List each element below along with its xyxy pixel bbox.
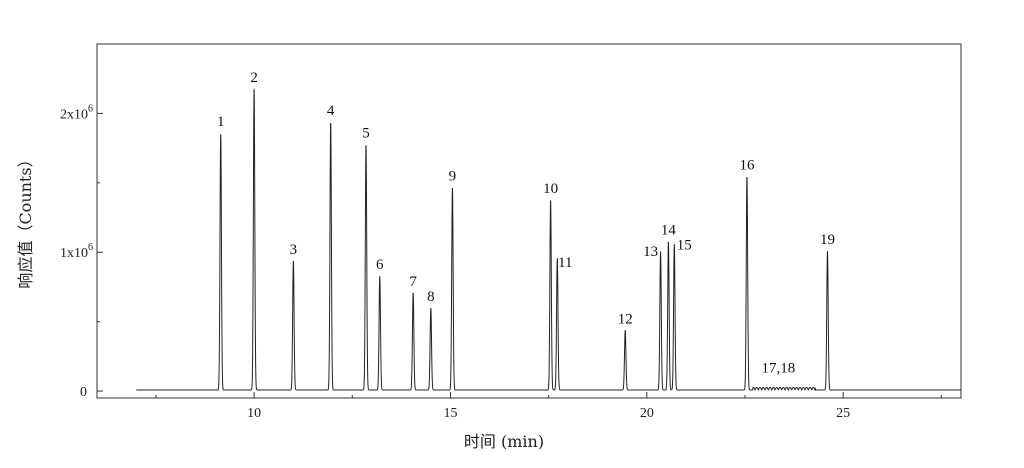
- peak-label-12: 12: [618, 311, 633, 327]
- peak-label-11: 11: [558, 255, 572, 271]
- y-tick-exponent: 6: [88, 242, 93, 253]
- peak-label-8: 8: [427, 289, 435, 305]
- y-axis-title: 响应值（Counts）: [16, 151, 35, 288]
- y-tick-base: 1x10: [60, 246, 88, 261]
- y-tick-base: 2x10: [60, 107, 88, 122]
- peak-label-6: 6: [376, 257, 384, 273]
- peak-label-2: 2: [250, 70, 258, 86]
- peak-label-5: 5: [362, 125, 370, 141]
- peak-label-14: 14: [661, 223, 677, 239]
- x-tick-label: 10: [247, 406, 261, 421]
- chromatogram-trace: [136, 88, 961, 392]
- x-axis-title: 时间 (min): [464, 432, 544, 451]
- y-tick-base: 0: [80, 385, 87, 400]
- peak-label-10: 10: [543, 181, 558, 197]
- peak-label-4: 4: [327, 103, 335, 119]
- x-tick-label: 15: [443, 406, 457, 421]
- peak-label-7: 7: [409, 274, 417, 290]
- y-tick-exponent: 6: [88, 103, 93, 114]
- y-tick-label: 0: [80, 385, 87, 400]
- peak-label-1: 1: [217, 114, 225, 130]
- plot-frame: [96, 43, 962, 399]
- peak-label-15: 15: [677, 237, 692, 253]
- peak-label-19: 19: [820, 232, 835, 248]
- peak-label-9: 9: [449, 168, 457, 184]
- x-tick-label: 20: [640, 406, 654, 421]
- peak-label-16: 16: [739, 157, 755, 173]
- peak-label-3: 3: [290, 242, 298, 258]
- peak-label-13: 13: [643, 244, 658, 260]
- peak-label-17-18: 17,18: [762, 361, 796, 377]
- y-tick-label: 1x106: [60, 242, 93, 261]
- x-axis-ticks: 10 15 20 25: [155, 392, 942, 421]
- x-tick-label: 25: [836, 406, 850, 421]
- y-tick-label: 2x106: [60, 103, 93, 122]
